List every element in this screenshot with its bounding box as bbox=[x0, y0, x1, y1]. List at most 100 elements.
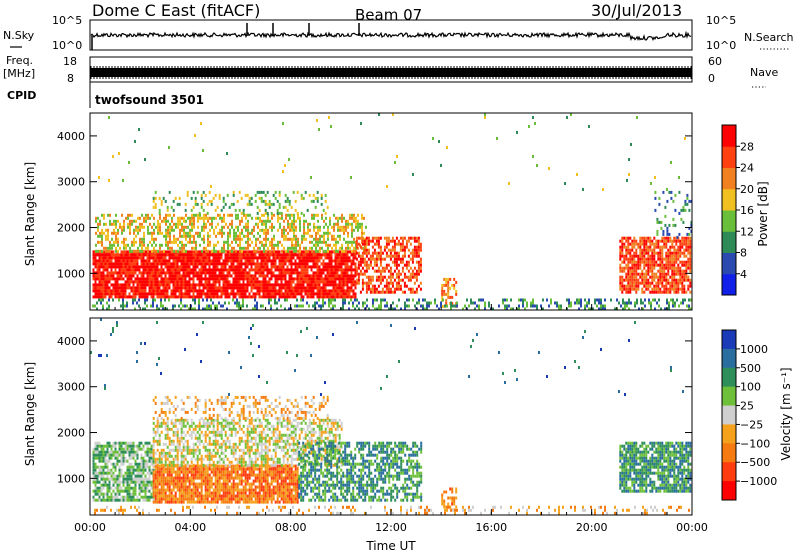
range-cell bbox=[367, 278, 370, 282]
range-cell bbox=[371, 284, 374, 288]
range-cell bbox=[393, 260, 396, 264]
range-cell bbox=[100, 280, 103, 284]
range-cell bbox=[542, 307, 544, 311]
range-cell bbox=[194, 283, 197, 287]
range-cell bbox=[178, 295, 181, 299]
range-cell bbox=[665, 275, 668, 279]
range-cell bbox=[278, 274, 281, 278]
range-cell bbox=[677, 257, 680, 261]
range-cell bbox=[629, 284, 632, 288]
range-cell bbox=[298, 277, 301, 281]
range-cell bbox=[110, 253, 113, 257]
range-cell bbox=[357, 213, 359, 217]
range-cell bbox=[236, 199, 239, 203]
range-cell bbox=[598, 298, 600, 302]
range-cell bbox=[188, 292, 191, 296]
range-cell bbox=[108, 444, 111, 448]
range-cell bbox=[324, 280, 327, 284]
range-cell bbox=[681, 245, 684, 249]
range-cell bbox=[112, 292, 115, 296]
range-cell bbox=[683, 278, 686, 282]
range-cell bbox=[224, 262, 227, 266]
range-cell bbox=[639, 242, 642, 246]
range-cell bbox=[173, 249, 175, 253]
range-cell bbox=[158, 253, 161, 257]
range-cell bbox=[210, 295, 213, 299]
range-cell bbox=[98, 256, 101, 260]
range-cell bbox=[175, 237, 177, 241]
range-cell bbox=[334, 271, 337, 275]
range-cell bbox=[176, 268, 179, 272]
range-cell bbox=[126, 283, 129, 287]
range-cell bbox=[147, 228, 149, 232]
range-cell bbox=[643, 272, 646, 276]
range-cell bbox=[103, 231, 105, 235]
range-cell bbox=[412, 298, 414, 302]
range-cell bbox=[341, 225, 343, 229]
range-cell bbox=[236, 250, 239, 254]
range-cell bbox=[287, 222, 289, 226]
range-cell bbox=[685, 248, 688, 252]
range-cell bbox=[379, 236, 382, 240]
range-cell bbox=[300, 265, 303, 269]
range-cell bbox=[226, 193, 229, 197]
range-cell bbox=[172, 286, 175, 290]
range-cell bbox=[329, 216, 331, 220]
range-cell bbox=[647, 254, 650, 258]
range-cell bbox=[415, 239, 418, 243]
range-cell bbox=[188, 259, 191, 263]
range-cell bbox=[588, 307, 590, 311]
range-cell bbox=[296, 271, 299, 275]
range-cell bbox=[186, 280, 189, 284]
range-cell bbox=[194, 274, 197, 278]
range-cell bbox=[326, 271, 329, 275]
range-cell bbox=[118, 292, 121, 296]
range-cell bbox=[621, 242, 624, 246]
range-cell bbox=[655, 284, 658, 288]
range-cell bbox=[118, 256, 121, 260]
range-cell bbox=[357, 281, 360, 285]
range-cell bbox=[240, 304, 242, 308]
range-cell bbox=[336, 256, 339, 260]
range-cell bbox=[344, 301, 346, 305]
range-cell bbox=[110, 256, 113, 260]
range-cell bbox=[238, 304, 240, 308]
range-cell bbox=[159, 222, 161, 226]
range-cell bbox=[250, 253, 253, 257]
range-cell bbox=[566, 298, 568, 302]
freq-left-tick-bottom: 8 bbox=[67, 72, 74, 85]
range-cell bbox=[303, 228, 305, 232]
range-cell bbox=[186, 274, 189, 278]
range-cell bbox=[336, 292, 339, 296]
range-cell bbox=[141, 213, 143, 217]
range-cell bbox=[282, 277, 285, 281]
range-cell bbox=[365, 269, 368, 273]
range-cell bbox=[184, 265, 187, 269]
range-cell bbox=[224, 253, 227, 257]
range-cell bbox=[641, 281, 644, 285]
range-cell bbox=[92, 250, 95, 254]
range-cell bbox=[271, 240, 273, 244]
range-cell bbox=[295, 246, 297, 250]
range-cell bbox=[340, 295, 343, 299]
range-cell bbox=[667, 257, 670, 261]
range-cell bbox=[295, 249, 297, 253]
range-cell bbox=[619, 284, 622, 288]
range-cell bbox=[137, 216, 139, 220]
range-cell bbox=[377, 278, 380, 282]
range-cell bbox=[170, 292, 173, 296]
range-cell bbox=[399, 245, 402, 249]
range-cell bbox=[441, 286, 444, 290]
range-cell bbox=[188, 271, 191, 275]
range-cell bbox=[678, 176, 680, 179]
range-cell bbox=[150, 271, 153, 275]
range-cell bbox=[303, 231, 305, 235]
range-cell bbox=[218, 256, 221, 260]
range-cell bbox=[215, 249, 217, 253]
range-cell bbox=[342, 292, 345, 296]
range-cell bbox=[308, 277, 311, 281]
range-cell bbox=[272, 253, 275, 257]
range-cell bbox=[648, 298, 650, 302]
